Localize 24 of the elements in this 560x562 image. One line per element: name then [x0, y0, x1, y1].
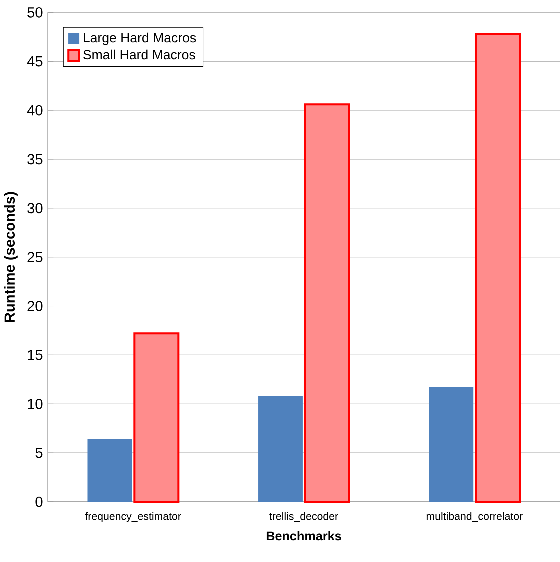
y-tick-label: 5: [36, 448, 43, 458]
bar: [134, 332, 180, 503]
y-tick-label: 30: [28, 203, 43, 214]
y-tick-label: 0: [36, 496, 43, 508]
y-tick-label: 50: [28, 8, 43, 18]
y-tick-label: 45: [27, 56, 43, 67]
y-axis-title: Runtime (seconds): [4, 192, 18, 322]
y-tick-label: 25: [28, 252, 43, 263]
bar: [474, 33, 521, 503]
bar: [304, 104, 350, 503]
bar: [429, 387, 474, 502]
y-tick-label: 20: [28, 301, 43, 312]
x-tick-label: multiband_correlator: [426, 512, 523, 522]
legend-label: Small Hard Macros: [84, 50, 196, 60]
y-tick-label: 35: [28, 154, 43, 165]
bar: [88, 439, 132, 502]
y-tick-label: 40: [27, 105, 43, 116]
y-tick-label: 10: [28, 398, 43, 410]
legend-label: Large Hard Macros: [84, 32, 196, 46]
bar: [258, 396, 303, 502]
x-tick-label: trellis_decoder: [270, 512, 338, 522]
y-tick-label: 15: [28, 350, 43, 360]
x-axis-title: Benchmarks: [266, 531, 342, 541]
x-tick-label: frequency_estimator: [85, 512, 182, 522]
